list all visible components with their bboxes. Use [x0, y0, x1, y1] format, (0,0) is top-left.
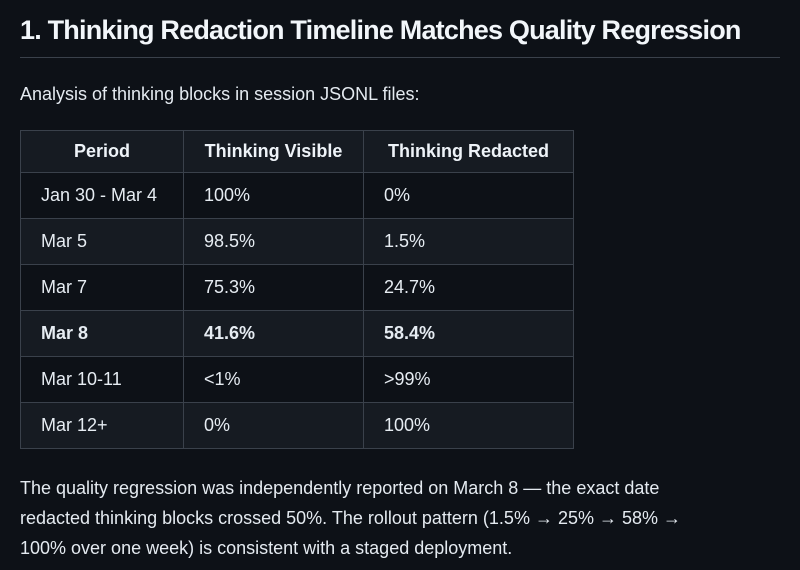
- table-row: Mar 12+ 0% 100%: [20, 402, 574, 449]
- column-header-redacted: Thinking Redacted: [363, 130, 574, 173]
- visible-cell: 41.6%: [183, 310, 364, 357]
- visible-cell: 100%: [183, 172, 364, 219]
- period-cell: Mar 10-11: [20, 356, 184, 403]
- table-row: Mar 5 98.5% 1.5%: [20, 218, 574, 265]
- column-header-period: Period: [20, 130, 184, 173]
- visible-cell: 98.5%: [183, 218, 364, 265]
- intro-text: Analysis of thinking blocks in session J…: [20, 84, 420, 104]
- table-row-highlighted: Mar 8 41.6% 58.4%: [20, 310, 574, 357]
- visible-cell: 0%: [183, 402, 364, 449]
- period-cell: Mar 8: [20, 310, 184, 357]
- table-row: Mar 10-11 <1% >99%: [20, 356, 574, 403]
- page-title: 1. Thinking Redaction Timeline Matches Q…: [20, 13, 780, 58]
- column-header-visible: Thinking Visible: [183, 130, 364, 173]
- period-cell: Mar 5: [20, 218, 184, 265]
- footer-paragraph: The quality regression was independently…: [20, 473, 780, 563]
- redacted-cell: 100%: [363, 402, 574, 449]
- redacted-cell: 0%: [363, 172, 574, 219]
- footer-line: redacted thinking blocks crossed 50%. Th…: [20, 508, 682, 528]
- redacted-cell: >99%: [363, 356, 574, 403]
- table-row: Mar 7 75.3% 24.7%: [20, 264, 574, 311]
- footer-line: 100% over one week) is consistent with a…: [20, 538, 513, 558]
- redacted-cell: 24.7%: [363, 264, 574, 311]
- period-cell: Mar 7: [20, 264, 184, 311]
- table-row: Jan 30 - Mar 4 100% 0%: [20, 172, 574, 219]
- period-cell: Jan 30 - Mar 4: [20, 172, 184, 219]
- thinking-redaction-table: Period Thinking Visible Thinking Redacte…: [20, 130, 574, 449]
- redacted-cell: 1.5%: [363, 218, 574, 265]
- period-cell: Mar 12+: [20, 402, 184, 449]
- visible-cell: <1%: [183, 356, 364, 403]
- visible-cell: 75.3%: [183, 264, 364, 311]
- redacted-cell: 58.4%: [363, 310, 574, 357]
- table-header-row: Period Thinking Visible Thinking Redacte…: [20, 130, 574, 173]
- footer-line: The quality regression was independently…: [20, 478, 660, 498]
